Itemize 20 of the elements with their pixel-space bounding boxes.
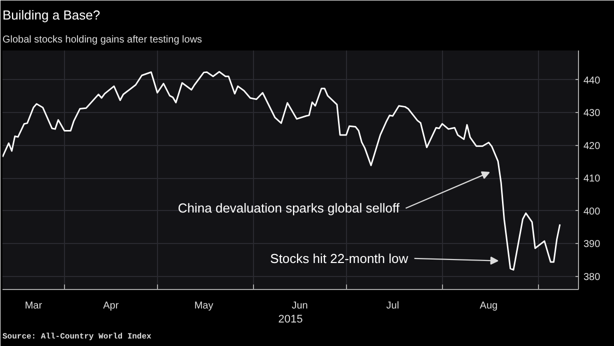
- y-tick-label: 410: [584, 174, 601, 185]
- x-tick-label: Aug: [480, 300, 498, 312]
- x-tick-label: May: [194, 300, 214, 312]
- y-tick-label: 420: [584, 140, 601, 152]
- x-axis-title: 2015: [278, 314, 303, 326]
- x-tick-label: Jul: [386, 300, 400, 312]
- chart-title: Building a Base?: [2, 8, 100, 22]
- line-series: [2, 71, 561, 271]
- annotation: China devaluation sparks global selloff: [178, 200, 400, 216]
- chart-subtitle: Global stocks holding gains after testing lows: [2, 34, 202, 46]
- y-tick-label: 380: [584, 272, 601, 283]
- x-tick-label: Mar: [24, 300, 43, 312]
- source-note: Source: All-Country World Index: [2, 332, 152, 342]
- x-tick-label: Apr: [103, 300, 120, 312]
- annotation: Stocks hit 22-month low: [270, 250, 409, 266]
- x-tick-label: Jun: [292, 300, 308, 312]
- y-tick-label: 400: [584, 206, 601, 218]
- y-tick-label: 390: [584, 239, 601, 250]
- y-tick-label: 430: [584, 108, 601, 120]
- y-tick-label: 440: [584, 75, 601, 86]
